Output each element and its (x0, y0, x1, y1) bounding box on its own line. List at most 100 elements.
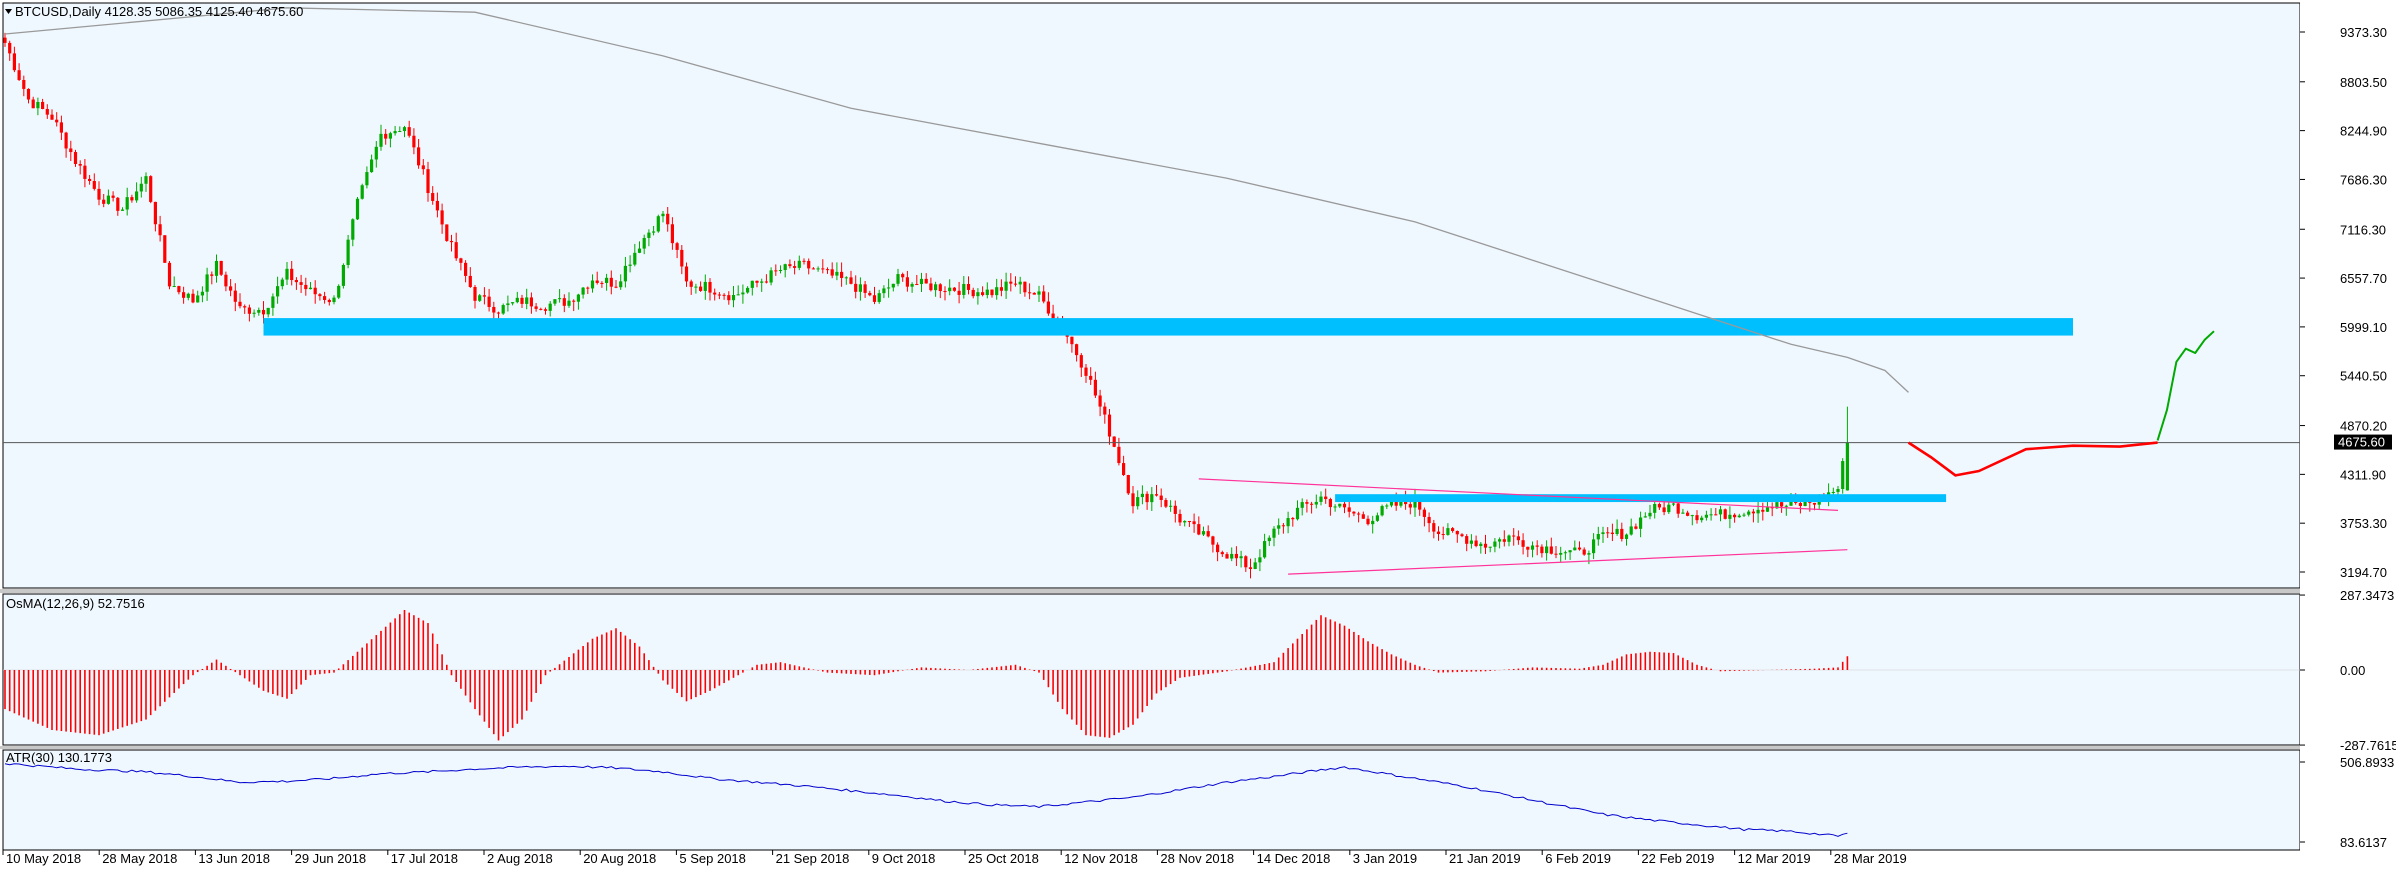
triangle-lower-trendline (1288, 549, 1848, 575)
candle-bull (1568, 550, 1572, 553)
candle-bear (102, 199, 106, 204)
candle-bull (778, 270, 783, 272)
current-price-tag (2334, 434, 2392, 450)
candle-bear (1117, 446, 1121, 464)
candle-bull (280, 279, 284, 287)
candle-bear (1751, 511, 1755, 514)
candle-bull (120, 209, 125, 211)
candle-bear (1582, 549, 1586, 555)
candle-bear (50, 114, 54, 120)
candle-bull (1596, 534, 1600, 540)
candle-bull (985, 289, 989, 296)
candle-bear (1794, 501, 1798, 504)
candle-bear (764, 281, 768, 283)
candle-bear (1028, 292, 1032, 294)
candle-bull (783, 264, 787, 271)
candle-bull (1183, 521, 1187, 523)
atr-pane (4, 763, 1848, 837)
candle-bear (26, 88, 31, 100)
candle-bear (670, 224, 674, 244)
candle-bear (788, 264, 792, 267)
candle-bull (200, 291, 204, 296)
candle-bull (919, 278, 924, 285)
candle-bull (308, 287, 313, 290)
projection-green-path (2156, 330, 2215, 441)
candle-bull (271, 296, 275, 308)
candle-bear (412, 135, 416, 148)
candle-bear (88, 178, 92, 182)
candle-bear (774, 270, 778, 272)
candle-bear (821, 268, 825, 270)
candle-bull (1784, 505, 1788, 507)
candle-bear (3, 37, 7, 43)
candle-bear (431, 193, 435, 201)
candle-bull (1737, 515, 1741, 518)
candle-bear (1394, 500, 1398, 506)
candle-bear (1686, 512, 1690, 516)
candle-bear (1089, 375, 1093, 380)
candle-bull (1375, 515, 1379, 521)
candle-bull (337, 285, 341, 298)
candle-bear (595, 280, 599, 283)
candle-bear (609, 277, 613, 287)
candle-bull (1498, 539, 1502, 542)
candle-bull (1446, 528, 1450, 535)
candle-bull (1559, 552, 1563, 555)
candle-bear (1305, 502, 1309, 504)
candle-bear (116, 197, 120, 211)
menu-triangle-icon[interactable] (5, 9, 12, 14)
candle-bear (426, 169, 430, 194)
candle-bear (1408, 504, 1412, 508)
candle-bull (1629, 526, 1633, 535)
candle-bear (1723, 509, 1727, 519)
candle-bull (694, 286, 698, 288)
candle-bear (1187, 521, 1191, 523)
candle-bull (388, 133, 392, 139)
candle-bull (1841, 461, 1845, 489)
candle-bull (1037, 291, 1041, 295)
candle-bear (69, 148, 73, 153)
pane-divider (0, 589, 2396, 593)
candle-bear (929, 283, 933, 291)
candle-bull (553, 299, 557, 304)
candle-bear (313, 287, 317, 295)
candle-bull (576, 294, 580, 302)
price-axis-tick-label: 4311.90 (2340, 467, 2386, 482)
candle-bull (746, 287, 750, 293)
candle-bear (981, 292, 985, 296)
candle-bear (520, 297, 524, 304)
candle-bear (1281, 525, 1285, 527)
candle-bear (1451, 528, 1455, 531)
candle-bull (351, 219, 355, 240)
candles (3, 32, 1849, 579)
candle-bull (882, 288, 886, 294)
candle-bear (435, 200, 439, 211)
candle-bear (830, 269, 834, 276)
candle-bear (41, 101, 45, 109)
candle-bear (1460, 534, 1464, 537)
candle-bull (934, 284, 938, 291)
candle-bull (581, 287, 585, 295)
candle-bear (901, 274, 905, 278)
candle-bear (224, 274, 228, 287)
candle-bull (1004, 281, 1008, 291)
price-axis-tick-label: 7686.30 (2340, 172, 2387, 187)
candle-bear (825, 269, 830, 271)
candle-bear (1310, 503, 1314, 505)
candle-bear (1324, 496, 1328, 500)
candle-bull (365, 172, 369, 186)
candle-bull (398, 131, 402, 133)
candle-bull (661, 213, 665, 217)
candle-bear (1075, 344, 1079, 356)
candle-bull (139, 183, 143, 192)
candle-bull (1385, 505, 1389, 507)
candle-bull (1681, 512, 1685, 514)
candle-bull (1789, 501, 1793, 506)
candle-bull (332, 297, 336, 303)
candle-bear (1112, 436, 1116, 447)
candle-bear (1549, 546, 1553, 554)
candle-bull (1601, 532, 1605, 535)
candle-bull (633, 252, 637, 265)
candle-bull (962, 283, 966, 295)
